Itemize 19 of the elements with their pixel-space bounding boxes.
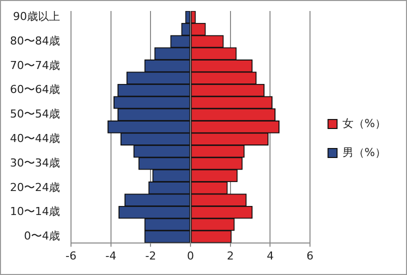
legend-label: 女（%）: [342, 116, 386, 130]
y-tick-label: 60〜64歳: [10, 83, 60, 96]
x-tick-label: 6: [306, 249, 314, 262]
x-tick-label: -6: [66, 249, 76, 262]
y-tick-label: 0〜4歳: [24, 230, 60, 243]
x-tick-label: 0: [187, 249, 194, 262]
y-tick-label: 50〜54歳: [10, 108, 60, 121]
y-tick-label: 90歳以上: [12, 10, 60, 23]
x-tick-label: -4: [105, 249, 116, 262]
y-tick-label: 30〜34歳: [10, 156, 60, 170]
y-tick-label: 70〜74歳: [10, 58, 60, 72]
y-tick-label: 10〜14歳: [10, 205, 60, 218]
y-tick-label: 80〜84歳: [10, 34, 60, 48]
x-tick-label: 2: [226, 249, 234, 262]
x-tick-label: 4: [266, 249, 274, 262]
y-tick-label: 40〜44歳: [10, 132, 60, 145]
x-tick-label: -2: [145, 249, 156, 262]
legend-label: 男（%）: [342, 146, 386, 159]
y-tick-label: 20〜24歳: [10, 180, 60, 194]
